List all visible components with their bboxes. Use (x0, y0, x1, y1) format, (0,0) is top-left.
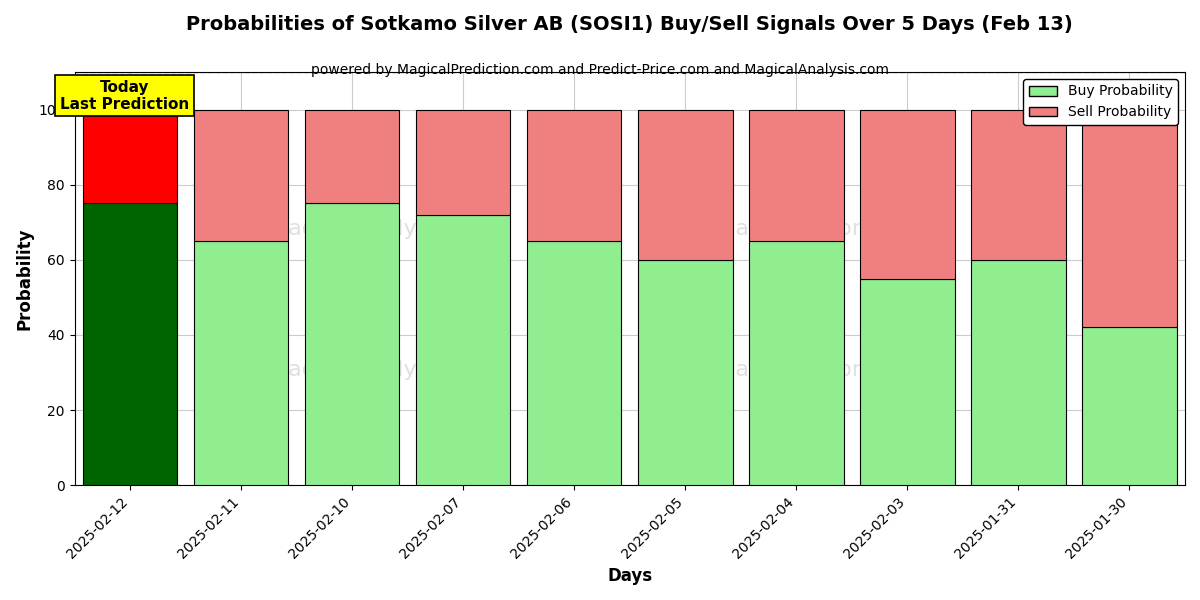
Text: MagicalPrediction.com: MagicalPrediction.com (671, 219, 922, 239)
Bar (527, 110, 622, 241)
X-axis label: Days: Days (607, 567, 653, 585)
Bar (749, 241, 844, 485)
Bar (638, 260, 732, 485)
Text: MagicalAnalysis.com: MagicalAnalysis.com (270, 219, 502, 239)
Bar (749, 110, 844, 241)
Text: MagicalAnalysis.com: MagicalAnalysis.com (270, 359, 502, 380)
Bar (83, 203, 178, 485)
Bar (416, 215, 510, 485)
Bar (1082, 110, 1177, 328)
Bar (527, 241, 622, 485)
Bar (860, 278, 955, 485)
Y-axis label: Probability: Probability (16, 227, 34, 330)
Bar (1082, 328, 1177, 485)
Text: MagicalPrediction.com: MagicalPrediction.com (671, 359, 922, 380)
Bar (194, 110, 288, 241)
Legend: Buy Probability, Sell Probability: Buy Probability, Sell Probability (1024, 79, 1178, 125)
Text: Today
Last Prediction: Today Last Prediction (60, 80, 190, 112)
Bar (971, 260, 1066, 485)
Bar (305, 203, 400, 485)
Title: Probabilities of Sotkamo Silver AB (SOSI1) Buy/Sell Signals Over 5 Days (Feb 13): Probabilities of Sotkamo Silver AB (SOSI… (186, 16, 1073, 34)
Bar (194, 241, 288, 485)
Bar (83, 110, 178, 203)
Bar (305, 110, 400, 203)
Bar (860, 110, 955, 278)
Bar (416, 110, 510, 215)
Bar (971, 110, 1066, 260)
Text: powered by MagicalPrediction.com and Predict-Price.com and MagicalAnalysis.com: powered by MagicalPrediction.com and Pre… (311, 63, 889, 77)
Bar (638, 110, 732, 260)
